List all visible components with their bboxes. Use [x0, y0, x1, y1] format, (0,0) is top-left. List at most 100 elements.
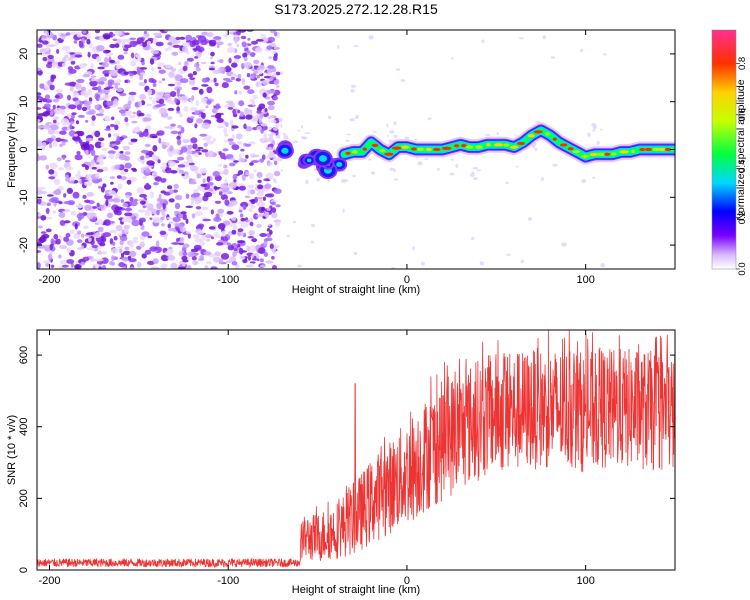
noise-blob — [56, 157, 62, 162]
noise-blob — [41, 141, 47, 148]
faint-blob — [292, 220, 297, 224]
noise-blob — [84, 199, 91, 203]
noise-blob — [143, 79, 147, 84]
noise-blob — [70, 60, 76, 65]
noise-blob — [247, 188, 251, 195]
noise-blob — [108, 133, 112, 138]
noise-blob — [85, 232, 95, 236]
noise-blob — [59, 245, 67, 250]
colorbar-ticks: 0.0 0.2 0.4 0.6 0.8 — [736, 57, 748, 276]
noise-blob — [160, 190, 166, 194]
noise-blob — [172, 40, 181, 44]
noise-blob — [86, 104, 91, 111]
faint-blob — [515, 165, 519, 168]
noise-blob — [124, 151, 131, 156]
noise-blob — [114, 206, 123, 210]
spectrogram-y-ticks: 20 10 0 -10 -20 — [18, 48, 675, 253]
noise-blob — [231, 134, 235, 140]
noise-blob — [233, 34, 240, 38]
noise-blob — [54, 188, 62, 195]
noise-blob — [214, 251, 221, 257]
noise-blob — [97, 219, 104, 225]
noise-blob — [242, 52, 248, 58]
noise-blob — [155, 132, 161, 136]
noise-blob — [108, 190, 117, 196]
noise-blob — [234, 37, 238, 45]
noise-blob — [109, 221, 115, 224]
noise-blob — [76, 31, 82, 38]
faint-blob — [600, 128, 603, 131]
noise-blob — [264, 96, 271, 100]
noise-blob — [160, 209, 164, 214]
noise-blob — [176, 111, 181, 114]
noise-blob — [227, 47, 236, 54]
noise-blob — [203, 142, 208, 147]
noise-blob — [113, 209, 120, 214]
noise-blob — [221, 230, 226, 237]
noise-blob — [69, 56, 73, 61]
noise-blob — [203, 191, 213, 198]
noise-blob — [129, 40, 138, 47]
faint-blob — [387, 134, 389, 137]
noise-blob — [217, 208, 225, 214]
noise-blob — [213, 216, 222, 222]
noise-blob — [96, 202, 100, 207]
noise-blob — [82, 30, 87, 34]
noise-blob — [115, 65, 121, 70]
noise-blob — [249, 221, 254, 227]
noise-blob — [235, 77, 241, 82]
noise-blob — [123, 168, 129, 173]
noise-blob — [243, 85, 251, 90]
noise-blob — [37, 67, 42, 71]
noise-blob — [37, 69, 43, 76]
noise-blob — [214, 82, 219, 87]
noise-blob — [195, 206, 202, 210]
noise-blob — [148, 96, 153, 100]
noise-blob — [107, 198, 115, 202]
noise-blob — [86, 38, 91, 45]
noise-blob — [82, 256, 90, 262]
noise-blob — [140, 149, 150, 154]
noise-blob — [149, 217, 153, 220]
noise-blob — [160, 264, 166, 269]
faint-blob — [580, 48, 583, 53]
noise-blob — [238, 209, 243, 213]
noise-blob — [249, 162, 254, 166]
noise-blob — [231, 261, 238, 266]
noise-blob — [177, 156, 185, 161]
noise-blob — [231, 229, 237, 235]
noise-blob — [55, 89, 63, 93]
faint-blob — [395, 68, 401, 71]
faint-blob — [269, 135, 274, 139]
faint-blob — [527, 217, 533, 221]
noise-blob — [223, 127, 228, 134]
noise-blob — [256, 75, 260, 79]
noise-blob — [248, 173, 255, 180]
noise-blob — [112, 241, 116, 246]
noise-blob — [251, 238, 258, 243]
signal-hotspot — [416, 147, 425, 152]
signal-hotspot — [461, 144, 467, 148]
noise-blob — [136, 37, 144, 44]
noise-blob — [192, 260, 199, 265]
faint-blob — [314, 168, 317, 172]
noise-blob — [166, 217, 172, 220]
noise-blob — [186, 57, 194, 62]
noise-blob — [87, 88, 92, 96]
noise-blob — [223, 164, 228, 169]
faint-blob — [414, 138, 418, 141]
noise-blob — [126, 217, 133, 223]
noise-blob — [115, 79, 122, 83]
noise-blob — [139, 67, 148, 70]
noise-blob — [182, 243, 190, 248]
noise-blob — [185, 150, 193, 155]
noise-blob — [263, 252, 269, 257]
noise-blob — [119, 235, 128, 242]
snr-frame — [36, 329, 676, 571]
noise-blob — [261, 138, 265, 144]
noise-blob — [212, 107, 217, 114]
spectrogram-xtick-label: -100 — [217, 274, 239, 286]
noise-blob — [238, 158, 246, 163]
noise-blob — [207, 150, 215, 158]
noise-blob — [68, 68, 77, 74]
